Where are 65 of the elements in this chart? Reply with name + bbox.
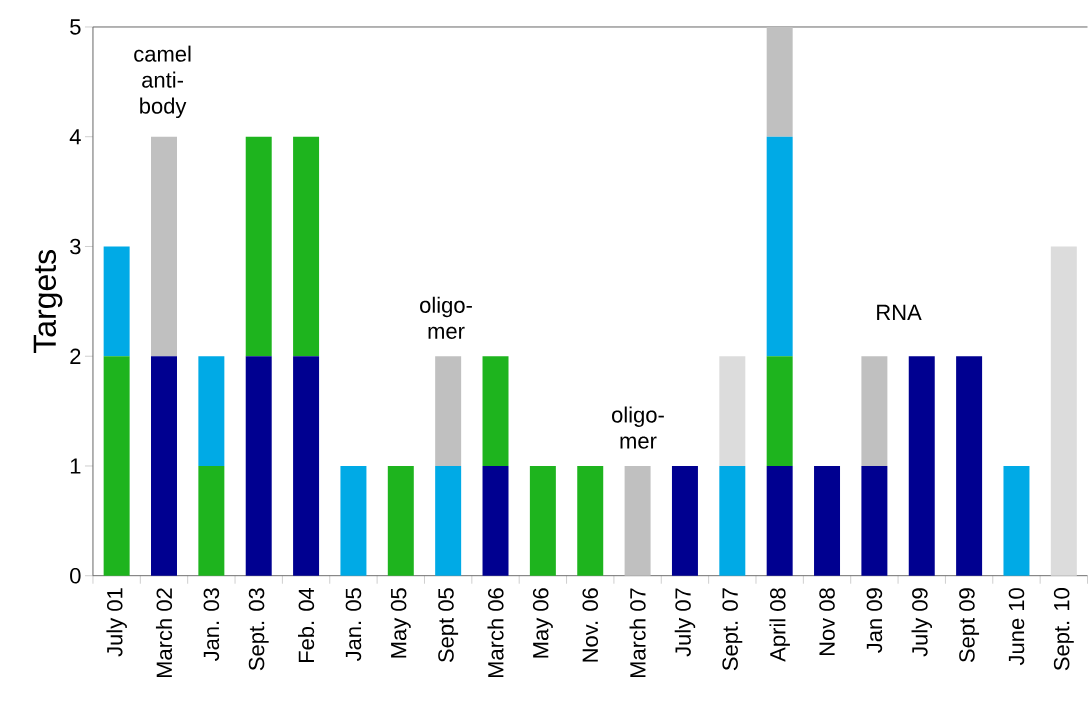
x-tick-label: Sept. 10 (1053, 588, 1074, 671)
bar (151, 136, 177, 357)
x-tick-label: March 06 (487, 588, 504, 678)
x-tick-label: July 01 (106, 588, 127, 657)
bar (719, 466, 746, 576)
bar (719, 356, 746, 467)
x-tick-label: May 06 (532, 588, 553, 658)
bar (293, 356, 320, 576)
y-tick-label: 0 (70, 568, 81, 584)
x-tick-label: Sept 05 (438, 588, 459, 663)
bar (198, 356, 225, 467)
bar (245, 356, 272, 576)
bar (577, 466, 604, 576)
bar (766, 466, 793, 576)
bar (103, 246, 130, 357)
y-tick-label: 3 (70, 238, 81, 255)
x-tick-label: March 02 (155, 588, 173, 678)
x-tick-label: March 07 (629, 588, 646, 678)
x-tick-label: Nov. 06 (582, 588, 599, 662)
bar (766, 27, 793, 137)
bar (861, 466, 888, 576)
bar (529, 466, 556, 576)
bar (435, 466, 462, 576)
bar (814, 466, 841, 576)
x-tick-label: Feb. 04 (298, 588, 315, 663)
bar (293, 136, 320, 357)
bar (671, 466, 698, 576)
x-tick-label: April 08 (769, 588, 790, 662)
x-tick-label: June 10 (1008, 588, 1025, 666)
x-tick-label: Jan. 05 (345, 588, 362, 662)
annotation: oligo-mer (612, 406, 664, 449)
bar (766, 136, 793, 357)
x-tick-label: July 09 (911, 588, 932, 657)
annotation: RNA (877, 304, 922, 321)
y-tick-label: 2 (70, 348, 81, 365)
x-tick-label: Sept. 03 (248, 588, 269, 671)
bar (245, 136, 272, 357)
bar (1003, 466, 1030, 576)
bar (435, 356, 462, 467)
annotation: oligo-mer (420, 296, 472, 340)
bar (340, 466, 367, 576)
x-tick-label: Jan. 03 (203, 588, 220, 662)
annotation: camel anti-body (134, 45, 191, 119)
x-tick-label: July 07 (674, 588, 696, 657)
bar (861, 356, 888, 467)
bar (482, 466, 509, 576)
bar (956, 356, 983, 576)
y-tick-label: 1 (70, 458, 81, 474)
x-tick-label: Sept 09 (959, 588, 980, 663)
y-tick-label: 4 (69, 129, 81, 145)
bar (151, 356, 177, 576)
x-tick-label: Jan 09 (866, 588, 883, 654)
bar (908, 356, 935, 576)
y-axis-title: Targets (33, 250, 63, 354)
bar (1050, 246, 1077, 576)
bar (198, 466, 225, 576)
x-tick-label: Nov 08 (819, 588, 835, 656)
y-tick-label: 5 (70, 19, 81, 35)
x-tick-label: May 05 (390, 588, 411, 658)
bar (387, 466, 414, 576)
bar (624, 466, 651, 576)
bar (766, 356, 793, 467)
x-tick-label: Sept. 07 (722, 588, 743, 671)
bar (482, 356, 509, 467)
bar (103, 356, 130, 576)
